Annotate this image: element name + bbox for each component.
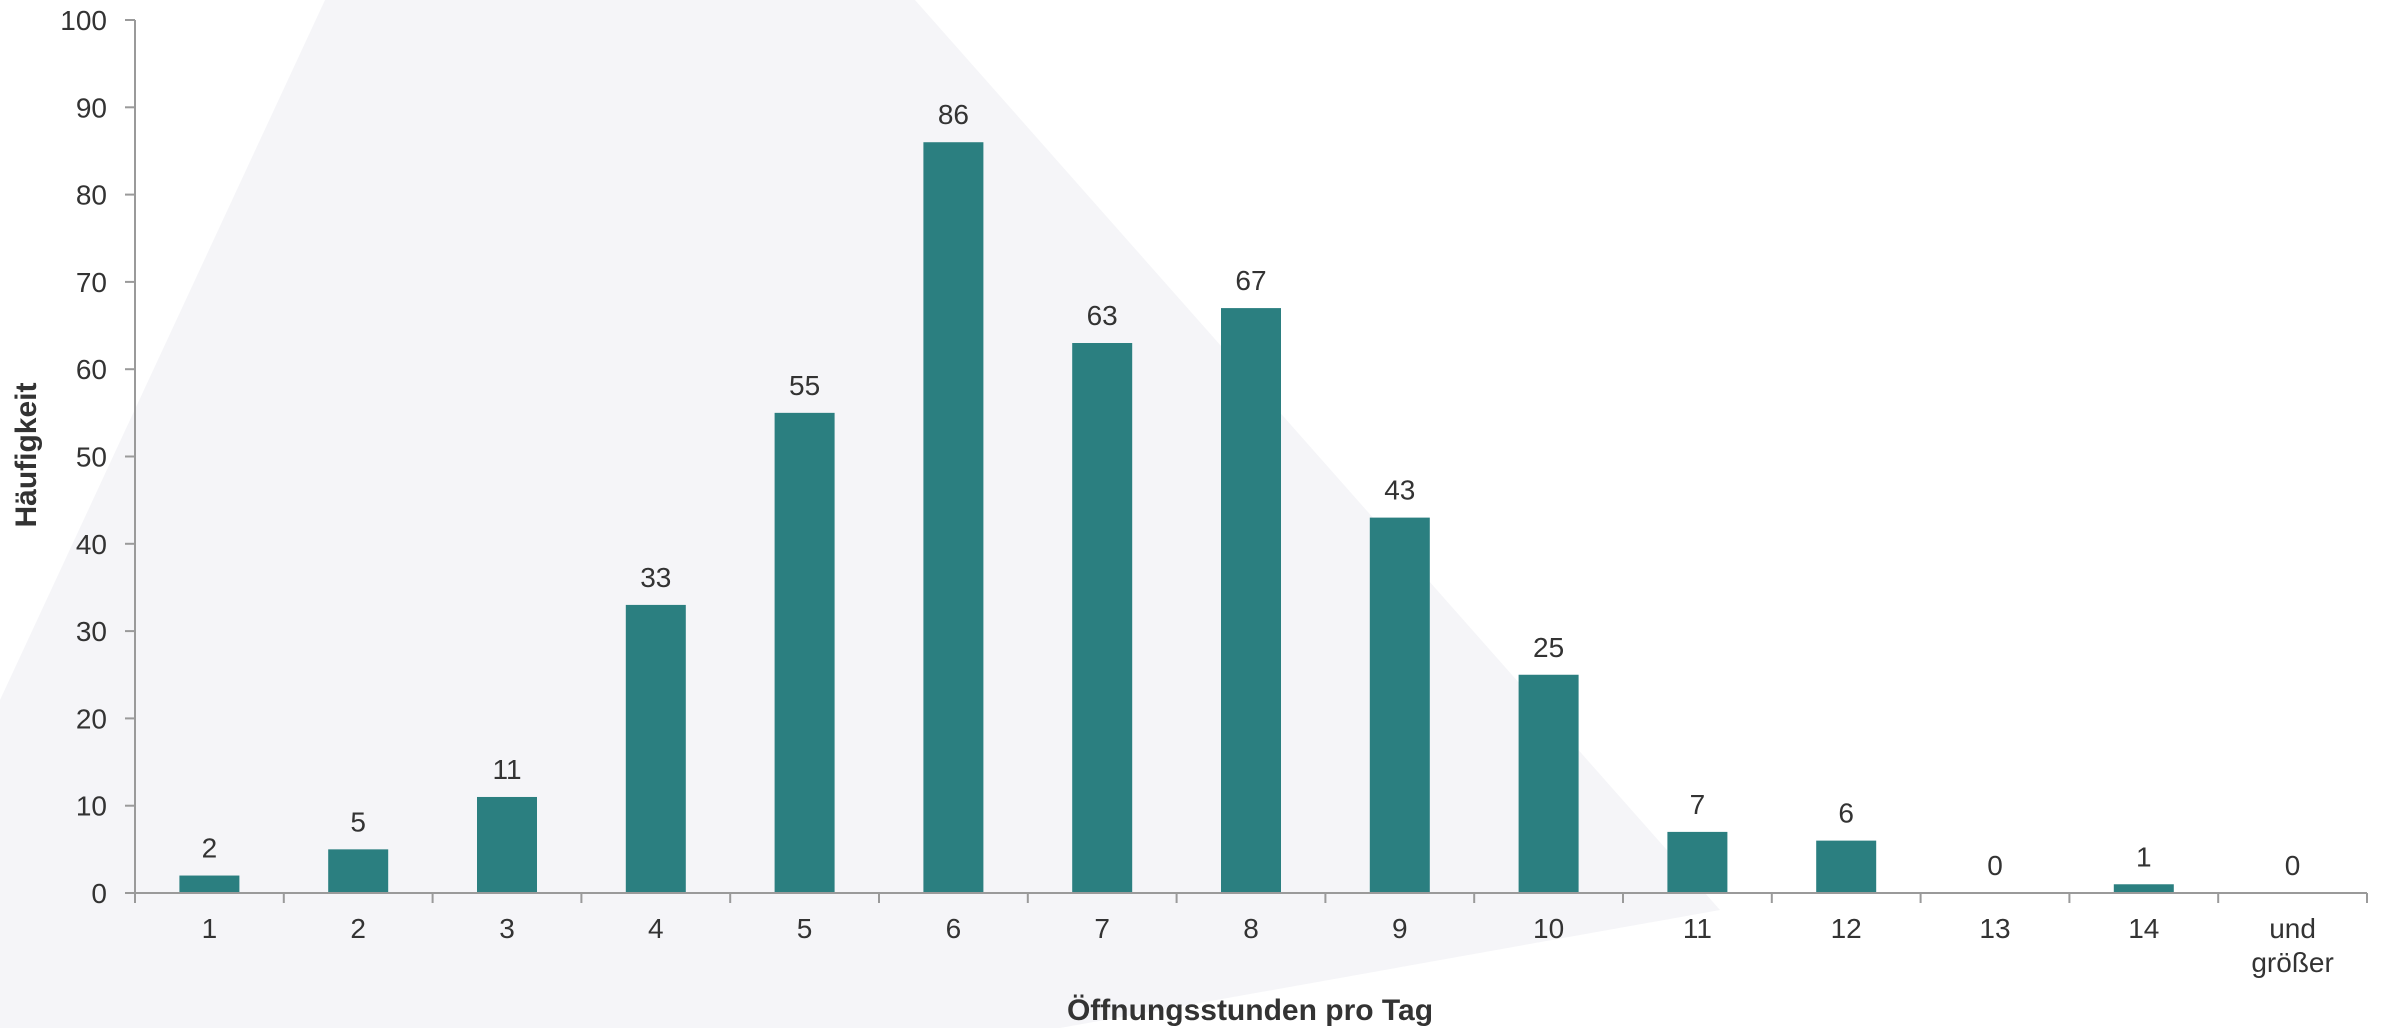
y-tick-label: 80 — [76, 180, 107, 211]
y-tick-label: 0 — [91, 878, 107, 909]
y-ticks-layer: 0 10 20 30 40 50 60 70 80 90 100 — [60, 5, 135, 909]
x-tick-label: 10 — [1533, 913, 1564, 944]
bar — [774, 412, 835, 893]
bar — [1369, 517, 1430, 893]
bars-layer — [179, 142, 2174, 894]
bar — [923, 142, 984, 894]
y-tick-label: 30 — [76, 616, 107, 647]
y-tick-label: 20 — [76, 703, 107, 734]
x-tick-label: 2 — [350, 913, 366, 944]
bar-value-label: 7 — [1690, 789, 1706, 820]
x-tick-label: und größer — [2251, 913, 2333, 978]
x-axis-title: Öffnungsstunden pro Tag — [1067, 994, 1433, 1027]
bar-value-label: 55 — [789, 370, 820, 401]
x-tick-label: 4 — [648, 913, 664, 944]
y-tick-label: 60 — [76, 354, 107, 385]
y-tick-label: 70 — [76, 267, 107, 298]
x-tick-label: 8 — [1243, 913, 1259, 944]
bar — [1816, 840, 1877, 893]
bar-value-label: 25 — [1533, 632, 1564, 663]
bar-value-label: 63 — [1087, 300, 1118, 331]
bar — [2113, 884, 2174, 893]
bar-value-label: 5 — [350, 806, 366, 837]
y-tick-label: 10 — [76, 791, 107, 822]
x-ticks-layer: 1 2 3 4 5 6 7 8 9 10 11 12 13 14 und größer — [134, 893, 2368, 978]
y-tick-label: 40 — [76, 529, 107, 560]
bar — [179, 875, 240, 893]
y-tick-label: 90 — [76, 92, 107, 123]
x-tick-label: 9 — [1392, 913, 1408, 944]
bar-value-label: 43 — [1384, 475, 1415, 506]
bar-value-label: 86 — [938, 99, 969, 130]
y-tick-label: 50 — [76, 442, 107, 473]
bar-value-label: 0 — [2285, 850, 2301, 881]
x-tick-label: 3 — [499, 913, 515, 944]
x-tick-label: 6 — [946, 913, 962, 944]
bar-value-label: 2 — [202, 833, 218, 864]
x-tick-label: 11 — [1683, 913, 1712, 944]
bar — [328, 849, 389, 893]
bar-value-label: 0 — [1987, 850, 2003, 881]
bar-value-label: 33 — [640, 562, 671, 593]
x-tick-label: 14 — [2128, 913, 2159, 944]
bar-value-label: 6 — [1838, 798, 1854, 829]
x-tick-label: 7 — [1094, 913, 1110, 944]
bar — [1518, 674, 1579, 893]
y-tick-label: 100 — [60, 5, 107, 36]
bar-value-label: 1 — [2136, 841, 2152, 872]
bar — [625, 604, 686, 893]
x-tick-label: 12 — [1831, 913, 1862, 944]
x-tick-label: 13 — [1979, 913, 2010, 944]
bar — [477, 796, 537, 893]
x-tick-label: 5 — [797, 913, 813, 944]
bar — [1221, 308, 1281, 894]
bar — [1072, 343, 1133, 893]
bar-value-label: 11 — [492, 754, 521, 785]
bar — [1667, 831, 1728, 893]
y-axis-title: Häufigkeit — [10, 382, 43, 527]
x-tick-label: 1 — [202, 913, 218, 944]
background-shape — [0, 0, 1720, 1028]
bar-value-label: 67 — [1235, 265, 1266, 296]
